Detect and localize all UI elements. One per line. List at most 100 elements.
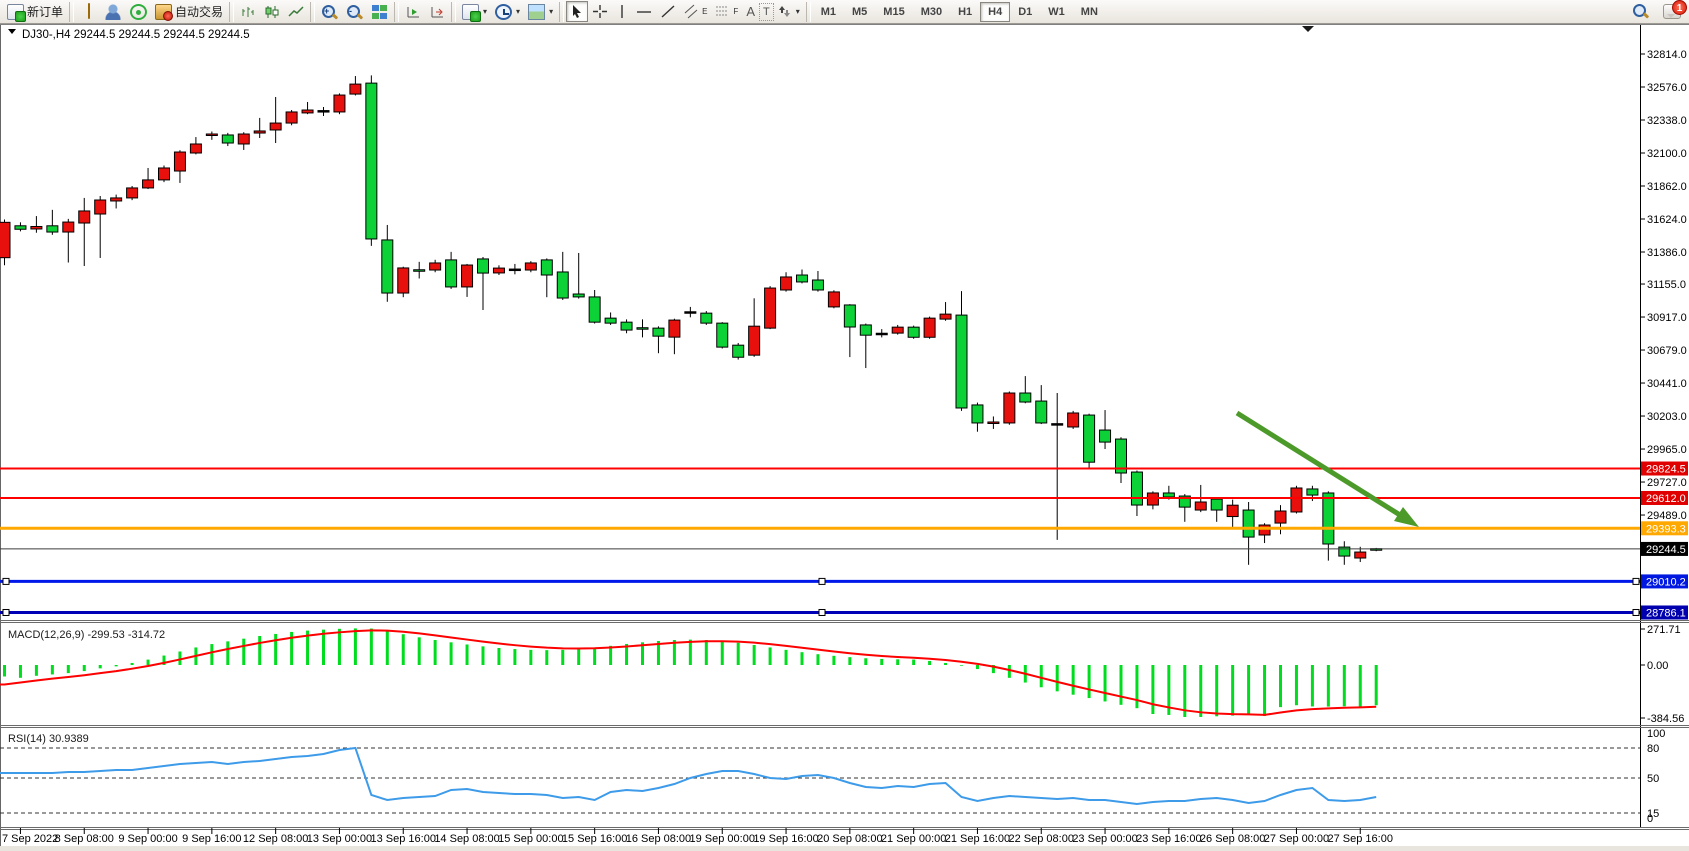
candle (891, 324, 904, 335)
arrows-tool-button[interactable]: ▾ (774, 1, 804, 22)
candle (0, 219, 11, 266)
chart-shift-marker[interactable] (1302, 26, 1314, 32)
market-watch-icon (87, 2, 90, 19)
candle-body (461, 264, 474, 288)
chart-shift-button[interactable] (425, 1, 449, 22)
panel-splitter[interactable] (0, 620, 1689, 623)
templates-button[interactable]: ▾ (524, 1, 557, 22)
candle (955, 291, 968, 411)
candlestick-chart-button[interactable] (260, 1, 284, 22)
selection-handle[interactable] (2, 608, 10, 616)
candle-body (1274, 510, 1287, 524)
candle-body (843, 304, 856, 328)
time-axis-label: 23 Sep 16:00 (1136, 833, 1201, 845)
zoom-out-button[interactable]: - (342, 1, 367, 22)
time-axis-label: 16 Sep 08:00 (626, 833, 691, 845)
text-label-tool-button[interactable]: T (758, 2, 774, 21)
timeframe-w1-button[interactable]: W1 (1040, 2, 1073, 22)
market-watch-button[interactable] (76, 1, 101, 22)
indicators-button[interactable]: ▾ (458, 1, 491, 22)
candle (1003, 391, 1016, 425)
timeframe-h1-button[interactable]: H1 (950, 2, 980, 22)
data-window-button[interactable] (101, 1, 126, 22)
hline-tool-button[interactable] (632, 1, 656, 22)
bar-chart-button[interactable] (236, 1, 260, 22)
timeframe-h4-button[interactable]: H4 (980, 1, 1011, 22)
price-badge-value: 29612.0 (1646, 493, 1686, 505)
candle (397, 266, 410, 298)
candle-body (907, 326, 920, 338)
panel-splitter[interactable] (0, 725, 1689, 728)
symbol-dropdown-icon[interactable] (8, 29, 16, 34)
zoom-out-icon: - (346, 4, 363, 20)
equidistant-channel-icon (684, 4, 698, 19)
candle (604, 312, 617, 325)
rsi-axis-label: 0 (1647, 813, 1653, 825)
timeframe-m5-button[interactable]: M5 (844, 2, 875, 22)
price-badge-box (1641, 605, 1688, 620)
candle-body (30, 225, 43, 230)
macd-signal-line (0, 629, 1377, 716)
timeframe-d1-button[interactable]: D1 (1010, 2, 1040, 22)
tile-windows-button[interactable] (367, 1, 392, 22)
selection-handle[interactable] (1632, 608, 1640, 616)
panel-splitter[interactable] (0, 827, 1689, 830)
candle (429, 259, 442, 273)
periods-button[interactable]: ▾ (491, 1, 524, 22)
time-axis-label: 15 Sep 00:00 (498, 833, 563, 845)
candle-body (1226, 504, 1239, 518)
time-axis-label: 19 Sep 00:00 (690, 833, 755, 845)
candle (445, 251, 458, 289)
rsi-label: RSI(14) 30.9389 (8, 733, 89, 745)
price-axis-label: 30679.0 (1647, 345, 1687, 357)
timeframe-m1-button[interactable]: M1 (813, 2, 844, 22)
cursor-tool-button[interactable] (566, 1, 589, 22)
timeframe-mn-button[interactable]: MN (1073, 2, 1106, 22)
zoom-in-button[interactable]: + (317, 1, 342, 22)
fibonacci-icon (716, 6, 729, 16)
timeframe-m15-button[interactable]: M15 (875, 2, 912, 22)
price-axis-label: 31155.0 (1647, 279, 1686, 291)
price-badge-box (1641, 574, 1688, 589)
line-chart-button[interactable] (284, 1, 308, 22)
candle-body (811, 279, 824, 291)
selection-handle[interactable] (1632, 577, 1640, 585)
search-icon[interactable] (1632, 3, 1649, 19)
price-badge-29612.0: 29612.0 (1641, 490, 1688, 505)
candle (189, 137, 202, 155)
selection-handle[interactable] (2, 577, 10, 585)
candle-body (0, 221, 11, 259)
candle-body (796, 274, 808, 283)
time-axis-label: 19 Sep 16:00 (753, 833, 818, 845)
tile-windows-icon (371, 4, 388, 20)
time-axis-label: 13 Sep 00:00 (307, 833, 372, 845)
trend-arrow-object[interactable] (1235, 410, 1419, 527)
candle-body (492, 267, 505, 274)
price-axis-label: 31624.0 (1647, 214, 1687, 226)
crosshair-tool-button[interactable] (588, 1, 612, 22)
timeframe-m30-button[interactable]: M30 (913, 2, 950, 22)
candle (716, 322, 729, 349)
candle-body (62, 221, 75, 233)
hline-object-29010.2[interactable] (0, 577, 1640, 585)
text-tool-button[interactable]: A (742, 1, 759, 22)
signals-button[interactable] (126, 1, 151, 22)
candle-body (94, 199, 107, 215)
time-axis-label: 22 Sep 08:00 (1009, 833, 1074, 845)
selection-handle[interactable] (818, 577, 826, 585)
new-order-button[interactable]: 新订单 (3, 1, 67, 22)
fibonacci-tool-button[interactable]: F (711, 1, 742, 22)
autotrading-button[interactable]: 自动交易 (151, 1, 227, 22)
notifications-button[interactable]: 1 (1663, 0, 1687, 19)
auto-scroll-button[interactable] (401, 1, 425, 22)
hline-object-28786.1[interactable] (0, 608, 1640, 616)
candle (173, 150, 186, 183)
price-axis-label: 32338.0 (1647, 115, 1687, 127)
trendline-tool-button[interactable] (656, 1, 680, 22)
selection-handle[interactable] (818, 608, 826, 616)
channel-tool-button[interactable]: E (680, 1, 711, 22)
text-label-glyph: T (762, 5, 770, 18)
vline-tool-button[interactable] (612, 1, 632, 22)
